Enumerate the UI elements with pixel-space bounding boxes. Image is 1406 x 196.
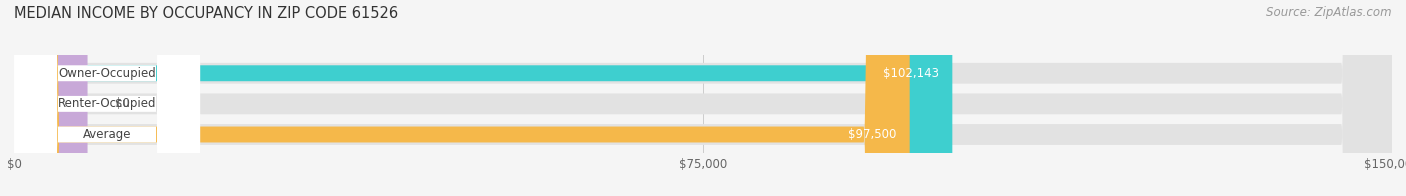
Text: Source: ZipAtlas.com: Source: ZipAtlas.com: [1267, 6, 1392, 19]
FancyBboxPatch shape: [14, 0, 952, 196]
FancyBboxPatch shape: [14, 0, 1392, 196]
Text: $0: $0: [115, 97, 129, 110]
FancyBboxPatch shape: [14, 0, 200, 196]
Text: Renter-Occupied: Renter-Occupied: [58, 97, 156, 110]
FancyBboxPatch shape: [14, 0, 87, 196]
FancyBboxPatch shape: [14, 0, 910, 196]
Text: Owner-Occupied: Owner-Occupied: [58, 67, 156, 80]
FancyBboxPatch shape: [14, 0, 1392, 196]
Text: $97,500: $97,500: [848, 128, 896, 141]
Text: Average: Average: [83, 128, 131, 141]
Text: $102,143: $102,143: [883, 67, 939, 80]
FancyBboxPatch shape: [14, 0, 200, 196]
FancyBboxPatch shape: [14, 0, 1392, 196]
FancyBboxPatch shape: [14, 0, 200, 196]
Text: MEDIAN INCOME BY OCCUPANCY IN ZIP CODE 61526: MEDIAN INCOME BY OCCUPANCY IN ZIP CODE 6…: [14, 6, 398, 21]
